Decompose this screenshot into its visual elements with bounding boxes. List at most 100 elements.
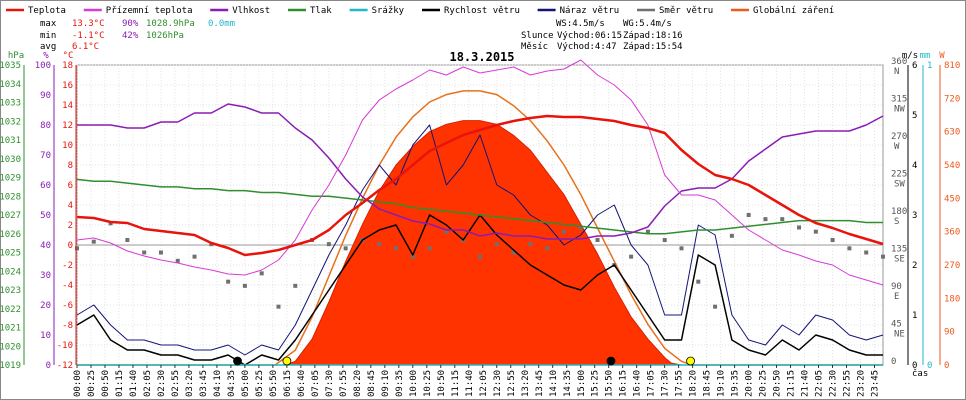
- x-axis-tick: 05:50: [269, 370, 279, 397]
- legend-label: Vlhkost: [232, 6, 270, 16]
- left-axis-tick: 80: [40, 121, 51, 131]
- left-axis-tick: 1020: [0, 342, 21, 352]
- x-axis-tick: 15:25: [591, 370, 601, 397]
- legend-label: Tlak: [310, 6, 332, 16]
- x-axis-tick: 15:50: [605, 370, 615, 397]
- x-axis-tick: 22:30: [829, 370, 839, 397]
- x-axis-tick: 00:25: [87, 370, 97, 397]
- x-axis-tick: 09:10: [381, 370, 391, 397]
- x-axis-tick: 18:45: [703, 370, 713, 397]
- right-axis-tick: 0: [927, 361, 932, 371]
- legend-item-rychlost-vetru: Rychlost větru: [422, 6, 520, 16]
- left-axis-tick: 0: [68, 241, 73, 251]
- series-tlak: [76, 178, 883, 235]
- x-axis-tick: 18:20: [689, 370, 699, 397]
- x-axis-tick: 00:00: [73, 370, 83, 397]
- left-axis-unit: %: [43, 51, 49, 61]
- direction-axis-compass: NE: [894, 330, 905, 340]
- right-axis-tick: 450: [944, 194, 960, 204]
- legend-label: Globální záření: [753, 6, 834, 16]
- legend-item-teplota: Teplota: [6, 6, 66, 16]
- left-axis-tick: 1030: [0, 155, 21, 165]
- legend-label: Teplota: [28, 6, 66, 16]
- x-axis-tick: 06:40: [297, 370, 307, 397]
- wind-direction-point: [696, 279, 701, 284]
- wind-direction-point: [578, 225, 583, 230]
- x-axis-tick: 07:30: [325, 370, 335, 397]
- wind-direction-point: [679, 246, 684, 251]
- wind-direction-point: [276, 304, 281, 309]
- x-axis-tick: 13:20: [521, 370, 531, 397]
- wind-direction-point: [797, 225, 802, 230]
- wind-direction-point: [847, 246, 852, 251]
- right-axis-tick: 1: [912, 311, 917, 321]
- left-axis-tick: 1023: [0, 286, 21, 296]
- x-axis-tick: 20:50: [773, 370, 783, 397]
- stat-max-rain: 0.0mm: [208, 19, 235, 29]
- wind-direction-point: [561, 229, 566, 234]
- x-axis-tick: 21:40: [801, 370, 811, 397]
- chart-title: 18.3.2015: [449, 50, 514, 64]
- x-axis-tick: 17:55: [675, 370, 685, 397]
- wind-direction-point: [511, 250, 516, 255]
- moon-rise: Východ:4:47: [557, 42, 617, 52]
- direction-axis-compass: N: [894, 67, 899, 77]
- wind-direction-point: [91, 239, 96, 244]
- direction-axis-tick: 45: [891, 320, 902, 330]
- x-axis-tick: 02:55: [171, 370, 181, 397]
- legend-item-vlhkost: Vlhkost: [210, 6, 270, 16]
- x-axis-tick: 05:25: [255, 370, 265, 397]
- x-axis-tick: 04:35: [227, 370, 237, 397]
- wind-direction-point: [75, 246, 79, 251]
- direction-axis-tick: 0: [891, 357, 896, 367]
- series-teplota: [76, 114, 884, 257]
- left-axis-tick: 14: [62, 101, 73, 111]
- x-axis-tick: 09:35: [395, 370, 405, 397]
- x-axis-tick: 15:00: [577, 370, 587, 397]
- x-axis-tick: 07:05: [311, 370, 321, 397]
- left-axis-tick: -12: [57, 361, 73, 371]
- sunrise-marker: [282, 356, 292, 366]
- x-axis-tick: 07:55: [339, 370, 349, 397]
- direction-axis-tick: 315: [891, 95, 907, 105]
- wind-direction-point: [158, 250, 163, 255]
- wind-direction-point: [494, 242, 499, 247]
- x-axis-tick: 17:05: [647, 370, 657, 397]
- left-axis-tick: 90: [40, 91, 51, 101]
- stat-max-press: 1028.9hPa: [146, 19, 195, 29]
- right-axis-tick: 2: [912, 261, 917, 271]
- wind-direction-point: [645, 229, 650, 234]
- left-axis-tick: 1031: [0, 136, 21, 146]
- x-axis-tick: 11:15: [451, 370, 461, 397]
- x-axis-tick: 10:00: [409, 370, 419, 397]
- direction-axis-tick: 135: [891, 245, 907, 255]
- x-axis-tick: 22:05: [815, 370, 825, 397]
- left-axis-tick: 1028: [0, 192, 21, 202]
- left-axis-tick: 1033: [0, 99, 21, 109]
- wind-direction-point: [780, 217, 785, 222]
- left-axis-tick: 1034: [0, 80, 21, 90]
- left-axis-tick: -4: [62, 281, 73, 291]
- left-axis-tick: 100: [35, 61, 51, 71]
- left-axis-tick: 1025: [0, 249, 21, 259]
- legend-item-naraz-vetru: Náraz větru: [537, 6, 619, 16]
- stat-min-temp: -1.1°C: [72, 31, 105, 41]
- right-axis-tick: 630: [944, 128, 960, 138]
- x-axis-tick: 20:00: [745, 370, 755, 397]
- stat-min-hum: 42%: [122, 31, 139, 41]
- right-axis-tick: 0: [944, 361, 949, 371]
- left-axis-tick: 18: [62, 61, 73, 71]
- x-axis-tick: 10:50: [437, 370, 447, 397]
- x-axis-tick: 14:10: [549, 370, 559, 397]
- sunset-marker: [686, 356, 695, 366]
- legend-item-smer-vetru: Směr větru: [637, 6, 713, 16]
- direction-axis-compass: S: [894, 217, 899, 227]
- left-axis-tick: 60: [40, 181, 51, 191]
- moonset-marker: [606, 356, 616, 366]
- legend: Teplota Přízemní teplota Vlhkost Tlak Srážky…: [6, 6, 834, 16]
- direction-axis-tick: 360: [891, 57, 907, 67]
- left-axis-tick: 2: [68, 221, 73, 231]
- left-axis-tick: -8: [62, 321, 73, 331]
- wind-direction-point: [242, 283, 247, 288]
